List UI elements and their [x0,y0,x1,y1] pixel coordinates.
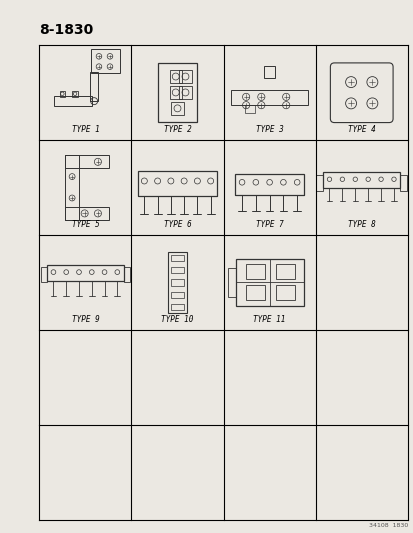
Bar [169,86,181,99]
Text: TYPE 4: TYPE 4 [347,125,375,134]
Bar [276,285,294,301]
Bar [170,267,184,273]
Bar [235,174,303,196]
Bar [170,255,184,261]
Bar [171,102,183,115]
Text: TYPE 1: TYPE 1 [71,125,99,134]
Text: TYPE 7: TYPE 7 [255,220,283,229]
Bar [322,172,399,188]
Bar [158,63,196,122]
Text: TYPE 3: TYPE 3 [255,125,283,134]
Bar [230,90,308,105]
Bar [72,91,78,97]
Text: TYPE 8: TYPE 8 [347,220,375,229]
Bar [90,72,97,101]
Text: TYPE 2: TYPE 2 [163,125,191,134]
Text: TYPE 6: TYPE 6 [163,220,191,229]
Bar [316,175,322,191]
Text: TYPE 5: TYPE 5 [71,220,99,229]
Bar [169,70,181,83]
Text: TYPE 10: TYPE 10 [161,315,193,324]
Bar [179,70,191,83]
Bar [228,268,235,297]
Text: TYPE 9: TYPE 9 [71,315,99,324]
Bar [245,285,264,301]
Bar [138,171,217,196]
Bar [64,155,79,220]
Text: 34108  1830: 34108 1830 [368,523,407,528]
Bar [40,267,47,282]
Bar [123,267,130,282]
Text: TYPE 11: TYPE 11 [253,315,285,324]
Bar [64,207,109,220]
Bar [170,279,184,286]
Bar [399,175,406,191]
Bar [263,67,275,77]
Bar [54,96,92,106]
Bar [59,91,65,97]
Bar [64,155,109,168]
Bar [179,86,191,99]
Bar [276,264,294,279]
Bar [170,304,184,310]
Bar [235,259,303,306]
Bar [168,252,186,313]
Bar [244,105,254,114]
Bar [90,49,120,74]
Text: 8-1830: 8-1830 [39,23,93,37]
Bar [245,264,264,279]
Bar [170,292,184,298]
Bar [47,265,123,281]
